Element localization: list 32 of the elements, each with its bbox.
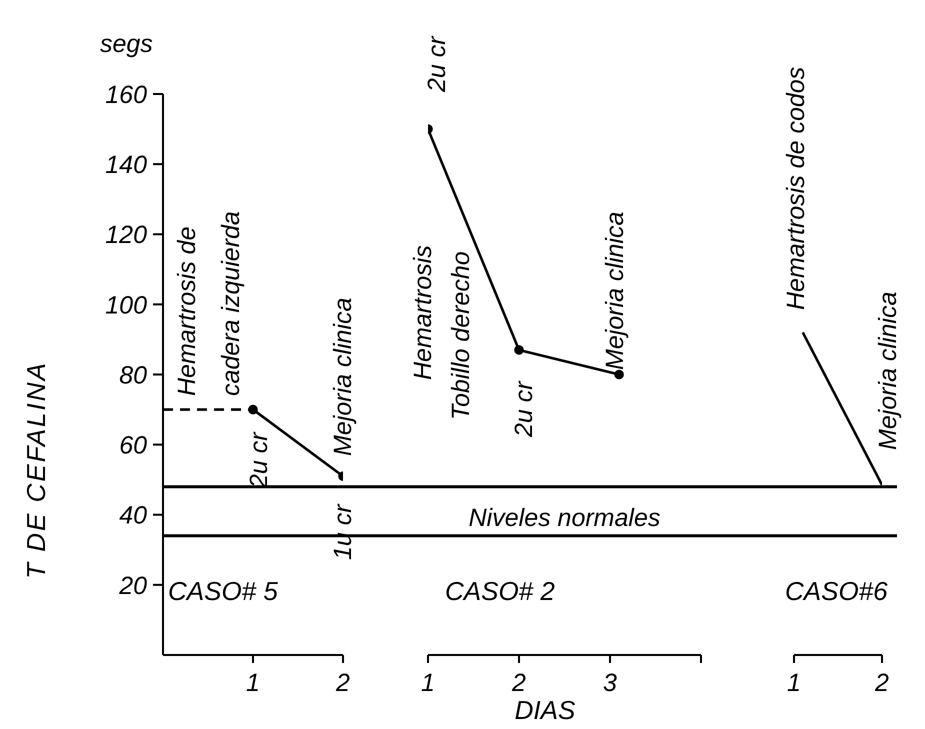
annotation: Mejoria clinica [329,298,357,456]
annotation: Tobillo derecho [447,251,475,420]
x-tick-label: 1 [787,668,801,697]
annotation: Mejoria clinica [874,292,902,450]
text: CASO# 5 [168,576,278,607]
x-tick-label: 3 [603,668,618,697]
x-tick-label: 2 [874,668,890,697]
annotation: Mejoria clinica [601,212,629,370]
text: 2u cr [423,34,451,93]
x-axis-title: DIAS [514,695,576,725]
y-tick-label: 80 [119,361,148,390]
x-tick-label: 2 [511,668,526,697]
ref-line-label: Niveles normales [468,504,660,532]
x-tick-label: 2 [335,668,350,697]
y-tick-label: 120 [105,221,148,250]
y-tick-label: 100 [105,291,148,320]
annotation: cadera izquierda [217,211,245,396]
y-tick-label: 140 [105,151,148,179]
text: CASO#6 [785,576,888,607]
x-tick-label: 1 [421,668,435,697]
annotation: Hemartrosis [409,245,437,380]
annotation: Hemartrosis de codos [782,66,810,310]
y-tick-label: 20 [118,572,148,600]
y-tick-label: 40 [119,502,148,530]
y-tick-label: 60 [119,432,148,460]
x-tick-label: 1 [246,668,260,697]
text: segs [100,30,153,58]
annotation: Hemartrosis de [173,226,201,396]
y-tick-label: 160 [105,80,148,109]
y-axis-title: T DE CEFALINA [21,361,51,579]
text: CASO# 2 [445,576,555,607]
annotation: 2u cr [510,380,538,438]
